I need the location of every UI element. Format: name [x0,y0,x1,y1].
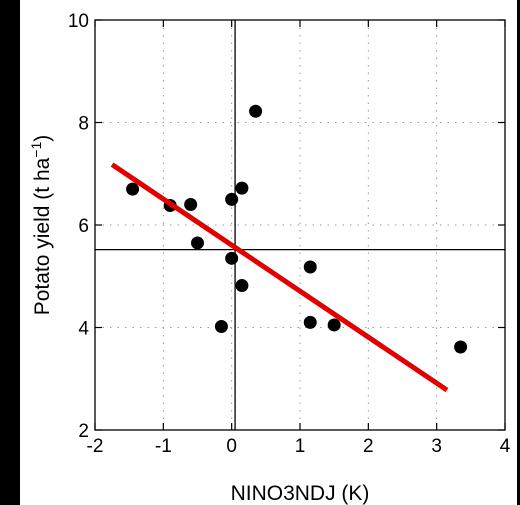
reference-lines [95,20,505,430]
data-point [249,104,263,118]
y-axis-label-close: ) [31,135,54,142]
x-tick-label: 1 [295,436,306,457]
x-axis-label: NINO3NDJ (K) [231,482,370,505]
data-point [184,198,198,211]
y-axis-label-superscript: −1 [28,142,44,158]
data-point [303,260,317,274]
y-tick-label: 8 [78,114,89,135]
x-tick-label: -1 [155,436,172,457]
data-point [235,181,249,195]
figure-area [20,0,517,505]
data-point [303,315,317,329]
data-points [126,104,468,354]
data-point [214,319,228,333]
y-tick-label: 6 [78,216,89,237]
x-tick-label: 2 [363,436,374,457]
data-point [191,236,204,250]
y-axis-label: Potato yield (t ha−1) [28,135,54,316]
data-point [235,278,249,292]
data-point [225,251,239,265]
y-tick-label: 2 [78,421,89,442]
data-point [126,182,140,196]
x-tick-label: 4 [500,436,511,457]
y-tick-label: 10 [68,11,89,32]
y-tick-label: 4 [78,319,89,340]
x-tick-label: 3 [431,436,442,457]
data-point [327,318,341,332]
data-point [225,192,239,206]
x-tick-label: 0 [226,436,237,457]
regression-line [110,162,449,393]
y-axis-label-text: Potato yield (t ha [31,157,54,315]
grid-lines [95,20,505,430]
axis-ticks: -2 -1 0 1 2 3 4 2 4 6 8 10 [68,11,511,457]
x-tick-label: -2 [87,436,104,457]
data-point [454,340,468,354]
